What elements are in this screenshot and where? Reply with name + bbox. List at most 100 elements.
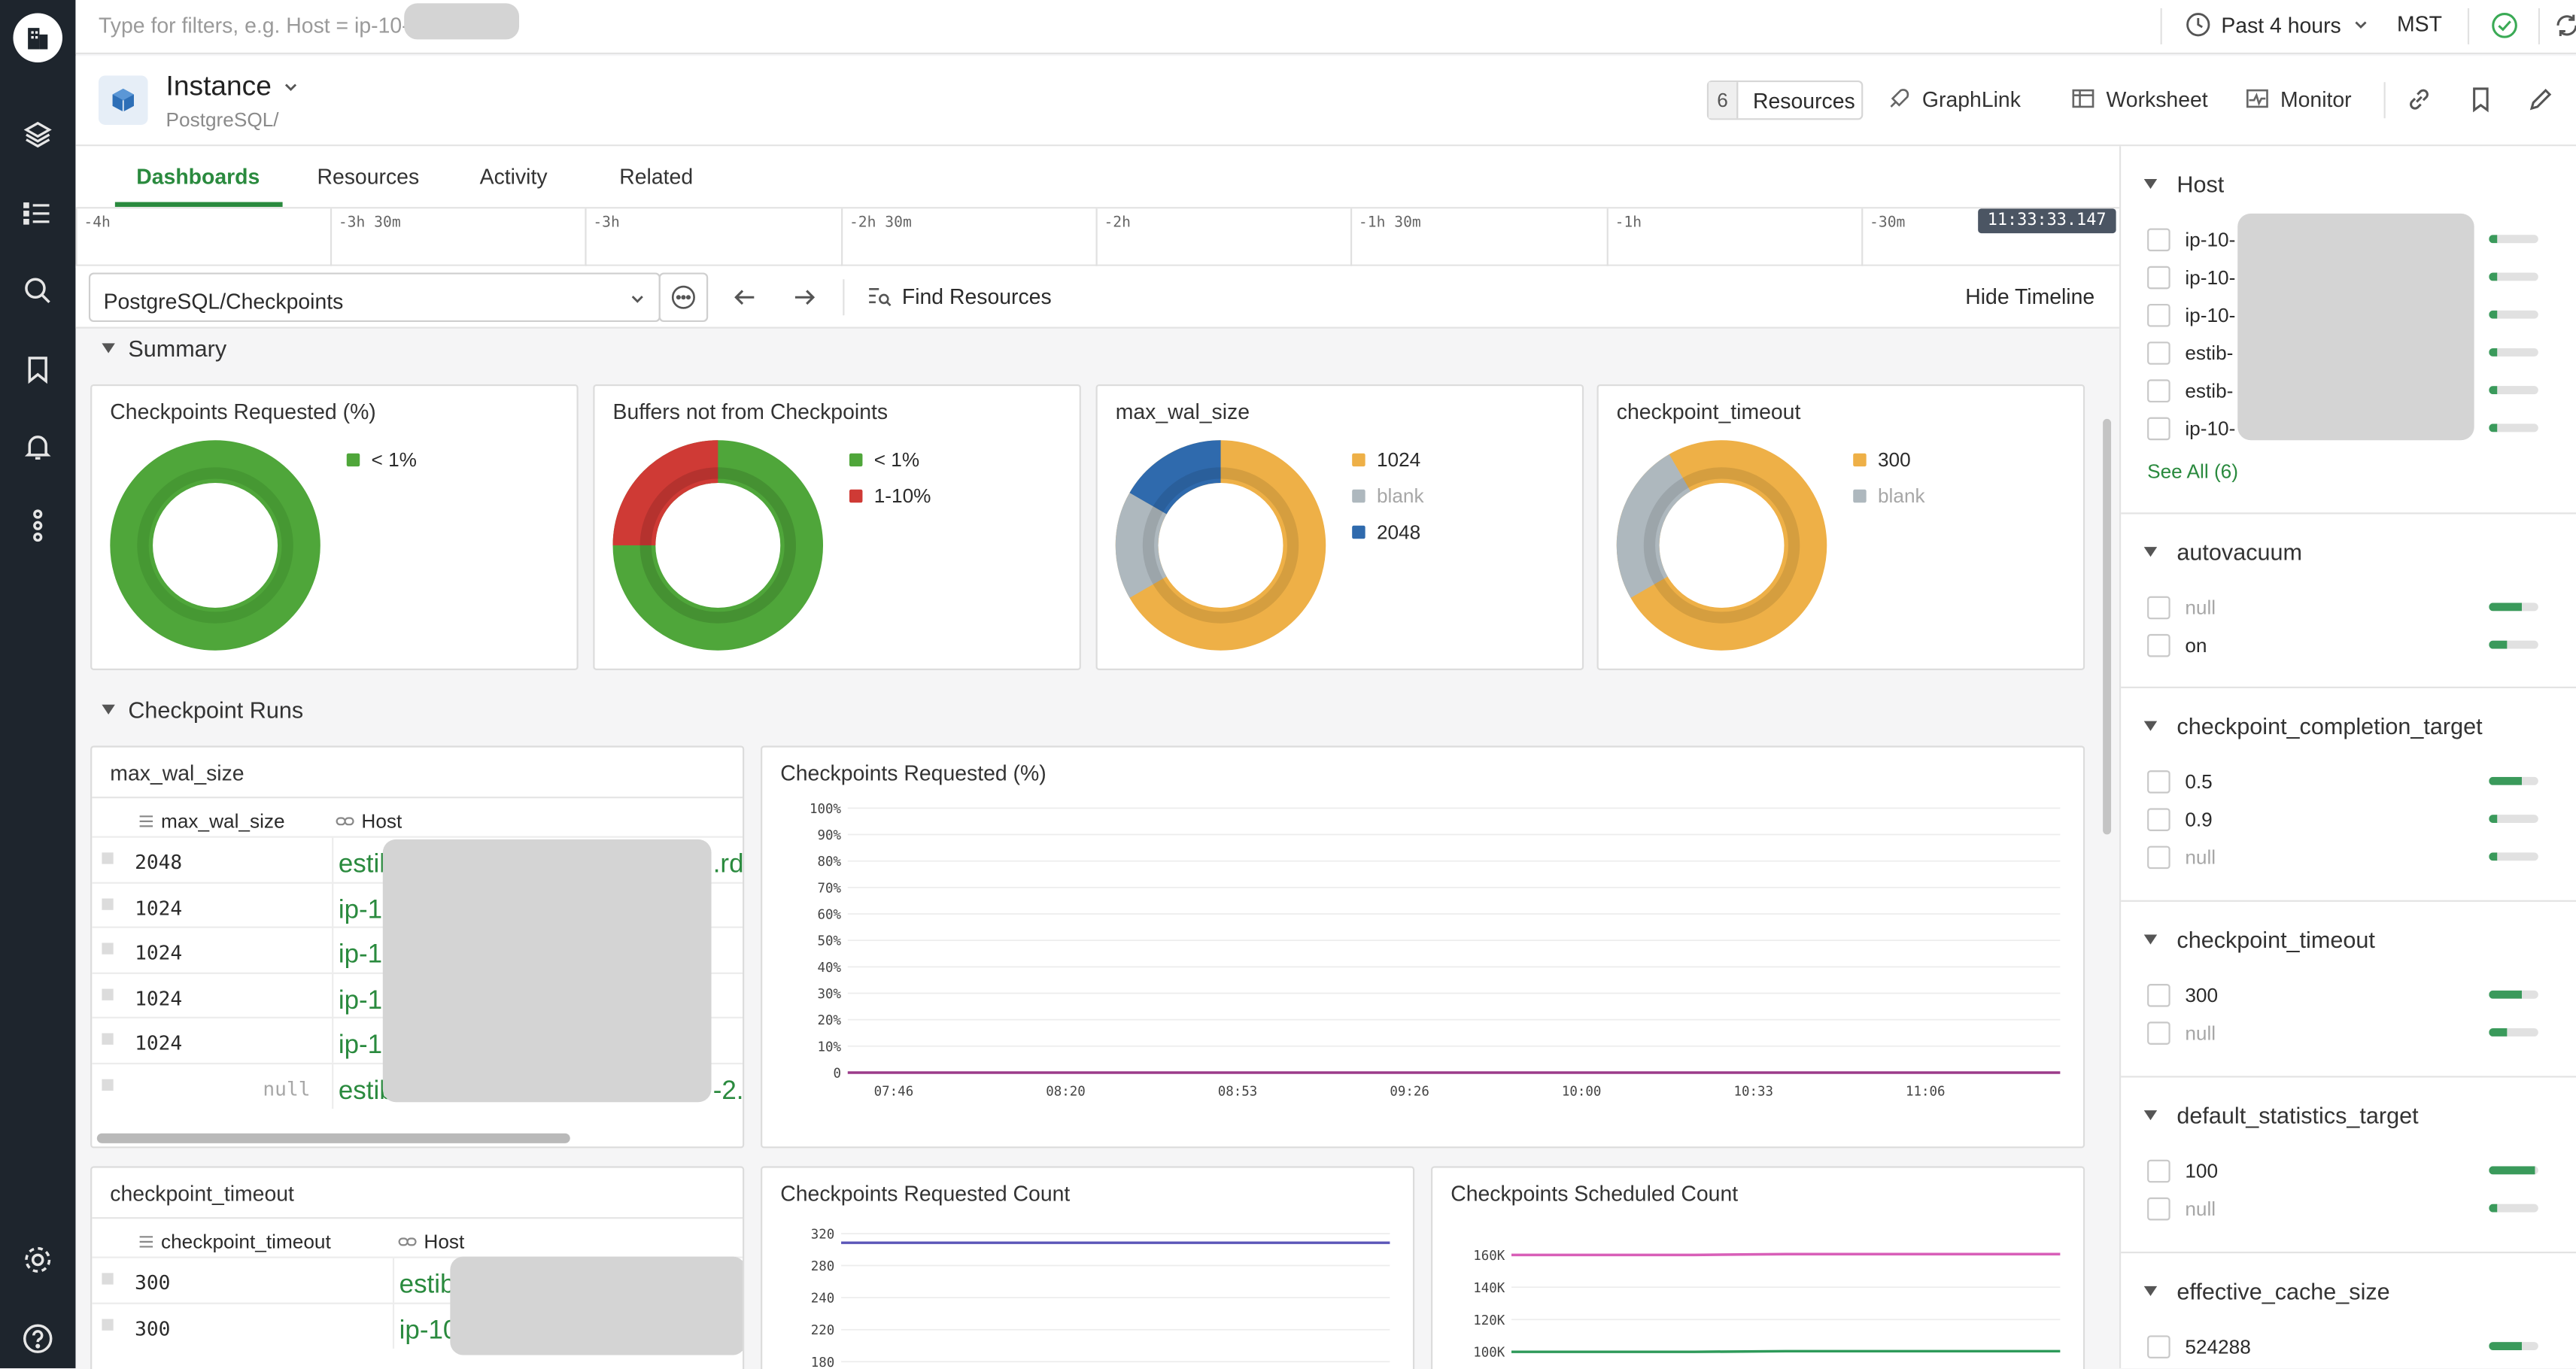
facet-item[interactable]: 100 (2147, 1155, 2558, 1188)
dashboard-select[interactable]: PostgreSQL/Checkpoints (88, 272, 661, 323)
link-icon[interactable] (2405, 86, 2433, 122)
facet-title[interactable]: Host (2143, 171, 2224, 197)
facet-checkbox[interactable] (2147, 596, 2170, 620)
facet-title[interactable]: checkpoint_completion_target (2143, 713, 2483, 739)
facet-title[interactable]: default_statistics_target (2143, 1102, 2419, 1128)
legend-item[interactable]: blank (1853, 478, 1925, 514)
forward-arrow-icon[interactable] (792, 284, 819, 319)
facet-checkbox[interactable] (2147, 266, 2170, 290)
resources-button[interactable]: 6 Resources (1706, 80, 1864, 120)
facet-checkbox[interactable] (2147, 633, 2170, 657)
facet-item[interactable]: 0.5 (2147, 766, 2558, 799)
facet-checkbox[interactable] (2147, 228, 2170, 252)
tab-activity[interactable]: Activity (479, 164, 548, 190)
help-icon[interactable] (18, 1319, 57, 1358)
refresh-icon[interactable] (2553, 11, 2576, 47)
layers-icon[interactable] (18, 115, 57, 154)
facet-checkbox[interactable] (2147, 303, 2170, 327)
legend-item[interactable]: < 1% (849, 442, 931, 478)
column-header[interactable]: Host (397, 1231, 464, 1253)
series-line[interactable] (1511, 1252, 2061, 1257)
section-checkpoint-runs[interactable]: Checkpoint Runs (102, 697, 303, 723)
donut-card[interactable]: Buffers not from Checkpoints < 1% 1-10% (593, 384, 1081, 670)
dashboard-options-button[interactable] (658, 272, 709, 323)
search-input[interactable]: Type for filters, e.g. Host = ip-10- (99, 13, 409, 38)
graphlink-button[interactable]: GraphLink (1886, 86, 2021, 112)
facet-checkbox[interactable] (2147, 341, 2170, 365)
worksheet-button[interactable]: Worksheet (2070, 86, 2208, 112)
time-range-picker[interactable]: Past 4 hours (2185, 11, 2371, 38)
facet-item[interactable]: ip-10- (2147, 261, 2558, 294)
search-icon[interactable] (18, 271, 57, 310)
column-header[interactable]: checkpoint_timeout (138, 1231, 331, 1253)
facet-item[interactable]: 524288 (2147, 1331, 2558, 1364)
facet-checkbox[interactable] (2147, 417, 2170, 441)
line-chart-card[interactable]: Checkpoints Requested (%) 100% 90% 80% 70% 6… (761, 745, 2085, 1149)
section-summary[interactable]: Summary (102, 335, 226, 361)
see-all-link[interactable]: See All (6) (2147, 460, 2238, 484)
facet-checkbox[interactable] (2147, 1335, 2170, 1358)
back-arrow-icon[interactable] (731, 284, 758, 319)
horizontal-scrollbar[interactable] (96, 1133, 570, 1143)
host-link-tail[interactable]: .rds (712, 851, 744, 879)
gear-icon[interactable] (18, 1240, 57, 1279)
hide-timeline-button[interactable]: Hide Timeline (1965, 284, 2095, 309)
tab-related[interactable]: Related (619, 164, 694, 190)
instance-selector[interactable]: Instance (166, 71, 302, 104)
facet-item[interactable]: null (2147, 1192, 2558, 1225)
legend-item[interactable]: 300 (1853, 442, 1924, 478)
column-header[interactable]: Host (335, 810, 402, 833)
vertical-scrollbar[interactable] (2103, 418, 2112, 835)
edit-icon[interactable] (2527, 86, 2555, 122)
tab-dashboards[interactable]: Dashboards (136, 164, 260, 190)
more-icon[interactable] (18, 506, 57, 545)
bell-icon[interactable] (18, 427, 57, 466)
legend-item[interactable]: 2048 (1352, 514, 1423, 550)
facet-item[interactable]: null (2147, 841, 2558, 874)
facet-title[interactable]: autovacuum (2143, 539, 2302, 565)
line-chart-card[interactable]: Checkpoints Scheduled Count 160K 140K 120K… (1431, 1166, 2085, 1369)
facet-title[interactable]: checkpoint_timeout (2143, 927, 2375, 953)
facet-item[interactable]: on (2147, 629, 2558, 662)
facet-checkbox[interactable] (2147, 1197, 2170, 1221)
monitor-button[interactable]: Monitor (2244, 86, 2352, 112)
facet-title[interactable]: effective_cache_size (2143, 1278, 2390, 1304)
list-icon[interactable] (18, 194, 57, 233)
legend-item[interactable]: 1-10% (849, 478, 931, 514)
status-ok-icon[interactable] (2490, 11, 2518, 47)
facet-checkbox[interactable] (2147, 770, 2170, 794)
facet-item[interactable]: ip-10- (2147, 223, 2558, 256)
facet-item[interactable]: estib- (2147, 375, 2558, 408)
facet-item[interactable]: ip-10- (2147, 299, 2558, 332)
donut-card[interactable]: max_wal_size 1024 blank 2048 (1095, 384, 1584, 670)
facet-item[interactable]: 0.9 (2147, 803, 2558, 836)
find-resources-button[interactable]: Find Resources (866, 283, 1052, 309)
facet-checkbox[interactable] (2147, 808, 2170, 831)
facet-checkbox[interactable] (2147, 845, 2170, 870)
facet-item[interactable]: 300 (2147, 979, 2558, 1012)
line-chart-card[interactable]: Checkpoints Requested Count 320 280 240 220… (761, 1166, 1415, 1369)
host-link-tail[interactable]: -2.r (712, 1076, 744, 1105)
facet-item[interactable]: ip-10- (2147, 412, 2558, 445)
facet-item[interactable]: null (2147, 591, 2558, 624)
breadcrumb[interactable]: PostgreSQL/ (166, 108, 279, 132)
timeline[interactable]: -4h -3h 30m -3h -2h 30m -2h -1h 30m -1h … (75, 207, 2119, 268)
org-logo-icon[interactable] (13, 13, 62, 62)
legend-item[interactable]: 1024 (1352, 442, 1423, 478)
legend-item[interactable]: blank (1352, 478, 1424, 514)
facet-checkbox[interactable] (2147, 984, 2170, 1007)
timezone-label[interactable]: MST (2397, 11, 2442, 37)
facet-item[interactable]: estib- (2147, 337, 2558, 370)
legend-item[interactable]: < 1% (346, 442, 417, 478)
column-header[interactable]: max_wal_size (138, 810, 285, 833)
facet-item[interactable]: null (2147, 1017, 2558, 1050)
bookmark-icon[interactable] (18, 350, 57, 389)
facet-checkbox[interactable] (2147, 1021, 2170, 1045)
donut-card[interactable]: Checkpoints Requested (%) < 1% (90, 384, 579, 670)
facet-checkbox[interactable] (2147, 379, 2170, 403)
tab-resources[interactable]: Resources (317, 164, 420, 190)
facet-checkbox[interactable] (2147, 1159, 2170, 1183)
series-line[interactable] (1511, 1349, 2061, 1353)
donut-card[interactable]: checkpoint_timeout 300 blank (1596, 384, 2085, 670)
bookmark-icon[interactable] (2468, 86, 2494, 122)
